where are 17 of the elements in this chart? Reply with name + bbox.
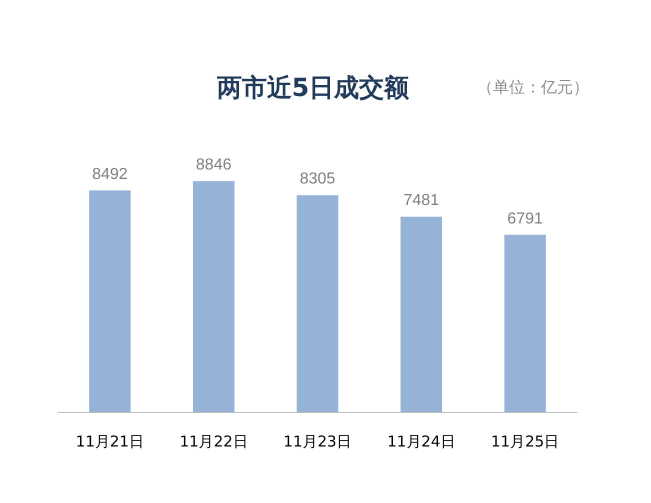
chart-subtitle: （单位：亿元）: [477, 78, 589, 96]
bar: [504, 234, 546, 412]
x-tick-label: 11月22日: [180, 432, 248, 450]
data-label: 6791: [507, 210, 543, 228]
x-tick-label: 11月23日: [283, 432, 352, 450]
bar: [296, 195, 338, 412]
data-label: 8846: [196, 156, 232, 174]
x-tick-label: 11月21日: [76, 432, 144, 450]
data-label: 8305: [300, 170, 336, 188]
data-label: 8492: [92, 166, 128, 183]
x-tick-label: 11月25日: [491, 432, 560, 450]
bar: [89, 190, 131, 412]
chart-title: 两市近5日成交额: [216, 73, 410, 102]
x-tick-label: 11月24日: [387, 432, 456, 450]
data-label: 7481: [404, 192, 440, 210]
bar: [400, 216, 442, 412]
bar: [192, 181, 234, 412]
